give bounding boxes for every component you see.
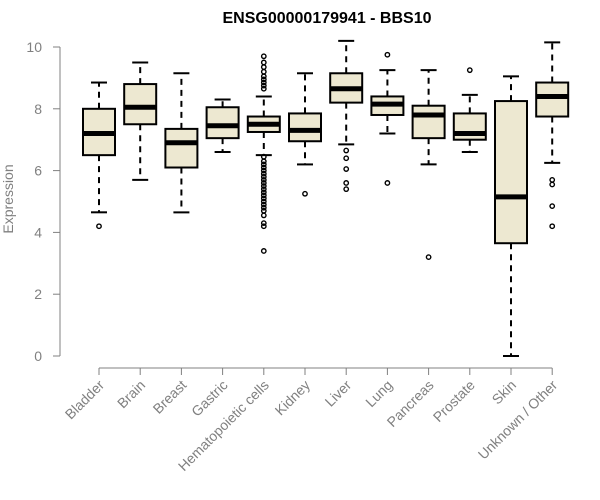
box-group: [411, 69, 446, 261]
outlier-point: [260, 167, 267, 174]
box-group: [246, 53, 281, 254]
outlier-point: [260, 82, 267, 89]
outlier-point: [260, 79, 267, 86]
outlier-point: [260, 176, 267, 183]
boxes-layer: [82, 39, 570, 357]
outlier-point: [343, 166, 350, 172]
outlier-point: [260, 220, 267, 227]
x-tick-label: Breast: [150, 377, 190, 417]
outlier-point: [343, 155, 350, 162]
outlier-point: [260, 204, 267, 211]
outlier-point: [260, 212, 267, 219]
outlier-point: [466, 67, 473, 74]
outlier-point: [260, 223, 267, 230]
outlier-point: [260, 64, 267, 70]
box-group: [452, 67, 487, 154]
outlier-point: [260, 164, 267, 171]
outlier-point: [260, 59, 267, 66]
x-tick-label: Liver: [322, 377, 355, 410]
x-tick-label: Skin: [489, 377, 520, 408]
outlier-point: [260, 207, 267, 214]
outlier-point: [260, 153, 267, 160]
chart-title: ENSG00000179941 - BBS10: [222, 10, 431, 27]
y-axis-label: Expression: [0, 164, 16, 233]
x-tick-label: Kidney: [272, 377, 314, 419]
box: [494, 100, 528, 245]
x-tick-label: Lung: [362, 377, 395, 410]
box: [288, 112, 322, 143]
outlier-point: [96, 223, 102, 230]
outlier-point: [260, 85, 267, 92]
box-group: [205, 98, 240, 154]
outlier-point: [260, 180, 267, 186]
y-tick-label: 2: [34, 286, 42, 302]
outlier-point: [260, 189, 267, 196]
outlier-point: [343, 186, 350, 193]
y-tick-label: 0: [34, 348, 42, 364]
box-group: [535, 41, 570, 230]
x-tick-label: Brain: [114, 377, 148, 411]
outlier-point: [260, 158, 267, 165]
outlier-point: [260, 53, 267, 60]
box-group: [288, 72, 322, 197]
outlier-point: [260, 198, 267, 205]
outlier-point: [260, 192, 267, 199]
outlier-point: [260, 183, 267, 189]
box-group: [370, 51, 405, 186]
outlier-point: [384, 51, 391, 58]
outlier-point: [549, 176, 556, 183]
outlier-point: [549, 181, 556, 188]
outlier-point: [260, 170, 267, 177]
x-tick-label: Bladder: [62, 377, 108, 423]
outlier-point: [343, 180, 350, 186]
box-group: [82, 81, 116, 230]
y-tick-label: 6: [34, 163, 42, 179]
outlier-point: [302, 190, 308, 197]
box-group: [329, 39, 364, 193]
y-axis: 0 2 4 6 8 10: [26, 39, 61, 364]
outlier-point: [260, 248, 267, 254]
outlier-point: [549, 203, 556, 210]
box: [123, 83, 158, 126]
y-tick-label: 10: [26, 39, 42, 55]
outlier-point: [260, 161, 267, 168]
box: [205, 106, 240, 140]
outlier-point: [260, 173, 267, 180]
y-tick-label: 8: [34, 101, 42, 117]
outlier-point: [260, 195, 267, 202]
outlier-point: [549, 223, 556, 230]
outlier-point: [260, 201, 267, 208]
outlier-point: [260, 68, 267, 75]
box: [411, 104, 446, 140]
outlier-point: [343, 147, 350, 154]
box: [535, 81, 570, 118]
outlier-point: [384, 180, 391, 186]
outlier-point: [260, 186, 267, 193]
y-tick-label: 4: [34, 224, 42, 240]
box: [164, 127, 199, 169]
outlier-point: [260, 73, 267, 80]
box-group: [164, 72, 199, 214]
outlier-point: [260, 76, 267, 83]
box-group: [123, 61, 158, 181]
x-tick-label: Prostate: [430, 377, 478, 425]
outlier-point: [425, 254, 432, 261]
box-group: [494, 75, 528, 357]
